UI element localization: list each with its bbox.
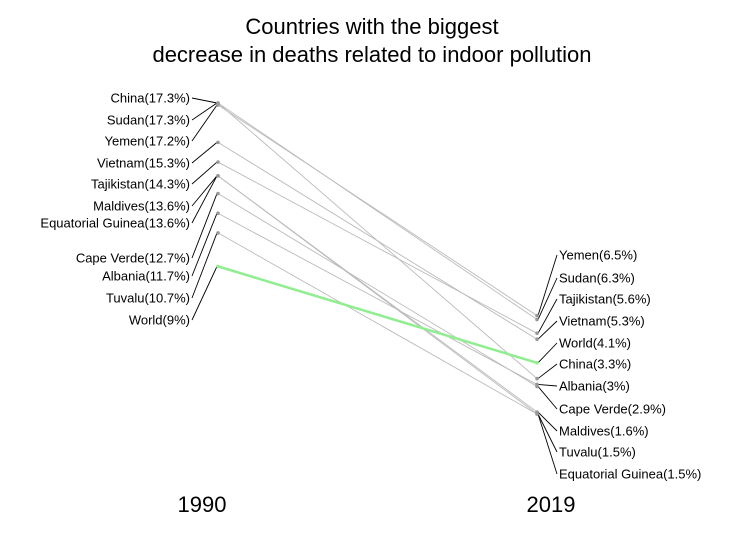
leader-left-world: [191, 266, 218, 321]
line-vietnam: [217, 141, 538, 340]
leader-right-yemen: [537, 254, 558, 316]
data-points: [216, 101, 539, 416]
x-category-1990: 1990: [178, 492, 227, 517]
label-right-sudan: Sudan(6.3%): [559, 271, 635, 286]
label-right-world: World(4.1%): [559, 336, 631, 351]
label-left-china: China(17.3%): [111, 91, 191, 106]
chart-title-line-2: decrease in deaths related to indoor pol…: [152, 42, 591, 67]
line-sudan: [217, 102, 538, 320]
point-vietnam-1990: [216, 140, 220, 145]
line-world: [217, 265, 538, 365]
point-world-2019: [535, 361, 539, 365]
label-right-maldives: Maldives(1.6%): [559, 424, 649, 439]
leader-right-tuvalu: [537, 413, 558, 453]
label-right-equatorial-guinea: Equatorial Guinea(1.5%): [559, 467, 701, 482]
leader-right-world: [537, 342, 558, 364]
label-left-albania: Albania(11.7%): [102, 269, 190, 284]
chart-title-line-1: Countries with the biggest: [245, 14, 498, 39]
line-equatorial-guinea: [217, 175, 538, 415]
label-left-world: World(9%): [129, 313, 190, 328]
leader-left-albania: [191, 213, 218, 277]
label-right-tajikistan: Tajikistan(5.6%): [559, 292, 651, 307]
label-left-tuvalu: Tuvalu(10.7%): [106, 291, 190, 306]
point-labels: China(17.3%) Sudan(17.3%) Yemen(17.2%) Viet…: [40, 91, 701, 482]
label-left-yemen: Yemen(17.2%): [104, 134, 190, 149]
leader-right-china: [537, 363, 558, 379]
leader-left-vietnam: [191, 142, 218, 164]
label-right-vietnam: Vietnam(5.3%): [559, 314, 645, 329]
leader-right-albania: [537, 384, 558, 387]
label-leaders: [191, 97, 558, 475]
point-albania-2019: [535, 382, 539, 387]
leader-left-tuvalu: [191, 232, 218, 299]
series-lines: [217, 102, 538, 415]
leader-left-china: [191, 97, 218, 104]
leader-right-sudan: [537, 277, 558, 320]
label-left-vietnam: Vietnam(15.3%): [97, 156, 190, 171]
label-right-tuvalu: Tuvalu(1.5%): [559, 445, 636, 460]
point-vietnam-2019: [535, 337, 539, 342]
line-tajikistan: [217, 161, 538, 334]
point-yemen-2019: [535, 313, 539, 318]
point-world-1990: [216, 264, 220, 269]
line-cape-verde: [217, 193, 538, 387]
leader-left-yemen: [191, 104, 218, 142]
leader-left-equatorial-guinea: [191, 175, 218, 224]
label-right-china: China(3.3%): [559, 357, 631, 372]
point-cape-verde-1990: [216, 191, 220, 196]
point-tuvalu-1990: [216, 231, 220, 235]
leader-right-cape-verde: [537, 386, 558, 410]
line-albania: [217, 212, 538, 385]
point-yemen-1990: [216, 103, 220, 107]
label-right-cape-verde: Cape Verde(2.9%): [559, 402, 666, 417]
x-category-2019: 2019: [527, 492, 576, 517]
point-sudan-2019: [535, 317, 539, 322]
point-tajikistan-2019: [535, 331, 539, 336]
point-china-2019: [535, 376, 539, 381]
label-right-albania: Albania(3%): [559, 379, 630, 394]
label-left-tajikistan: Tajikistan(14.3%): [91, 177, 190, 192]
leader-left-maldives: [191, 175, 218, 207]
leader-right-maldives: [537, 411, 558, 432]
label-left-equatorial-guinea: Equatorial Guinea(13.6%): [40, 216, 190, 231]
point-albania-1990: [216, 211, 220, 216]
leader-right-vietnam: [537, 320, 558, 340]
leader-right-tajikistan: [537, 298, 558, 334]
label-right-yemen: Yemen(6.5%): [559, 248, 637, 263]
point-tajikistan-1990: [216, 160, 220, 164]
label-left-cape-verde: Cape Verde(12.7%): [76, 251, 190, 266]
leader-left-tajikistan: [191, 161, 218, 185]
leader-left-sudan: [191, 102, 218, 121]
line-yemen: [217, 104, 538, 316]
point-tuvalu-2019: [535, 412, 539, 416]
label-left-sudan: Sudan(17.3%): [107, 113, 190, 128]
leader-right-equatorial-guinea: [537, 413, 558, 475]
leader-left-cape-verde: [191, 193, 218, 259]
point-equatorial-guinea-1990: [216, 174, 220, 178]
label-left-maldives: Maldives(13.6%): [93, 199, 190, 214]
line-tuvalu: [217, 232, 538, 415]
